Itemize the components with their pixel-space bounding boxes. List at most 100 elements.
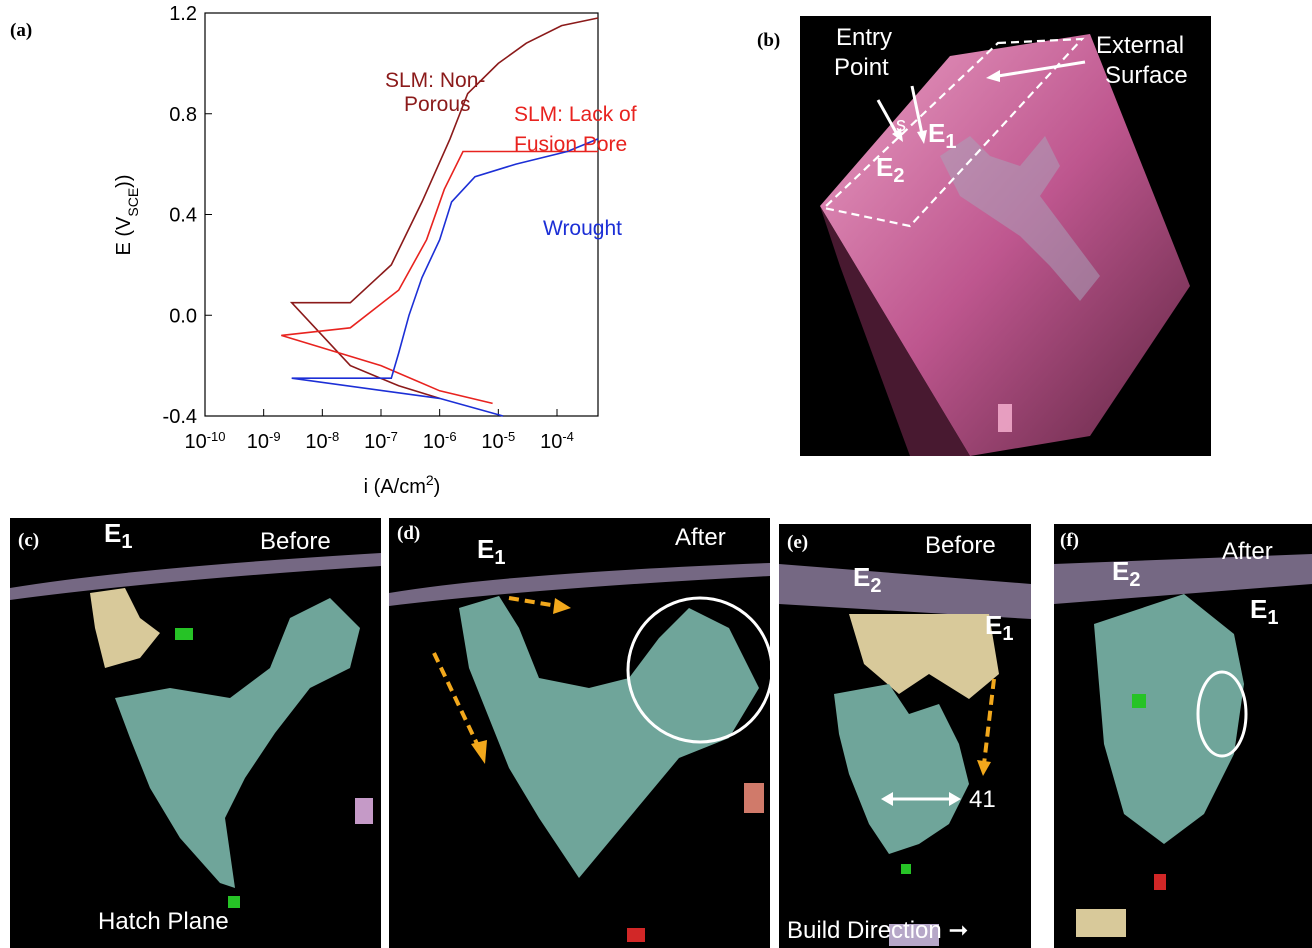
lavender-particle bbox=[889, 924, 939, 946]
specimen-shadow-side bbox=[820, 206, 970, 456]
y-tick-label: 0.4 bbox=[169, 205, 197, 227]
internal-pore bbox=[940, 136, 1100, 301]
series-line-0 bbox=[289, 17, 599, 400]
panel-label-a: (a) bbox=[10, 20, 33, 41]
e2-label: E2 bbox=[876, 152, 905, 188]
series-label-lof-2: Fusion Pore bbox=[514, 133, 627, 156]
small-pore bbox=[998, 404, 1012, 432]
entry-arrow-1 bbox=[876, 99, 899, 135]
micrograph-c-art bbox=[10, 553, 381, 908]
external-surface-outline bbox=[821, 37, 1085, 228]
green-particle-2 bbox=[228, 896, 240, 908]
surface-particles bbox=[389, 563, 770, 606]
series-label-lof-1: SLM: Lack of bbox=[514, 103, 637, 126]
d-e1-label: E1 bbox=[477, 534, 506, 570]
micrograph-d-art bbox=[389, 563, 770, 942]
series-line-1 bbox=[281, 150, 598, 405]
pore-render-3d: Entry Point External Surface s E1 E2 bbox=[800, 16, 1211, 456]
f-e2-label: E2 bbox=[1112, 556, 1141, 592]
render-svg bbox=[820, 34, 1190, 456]
panel-label-e: (e) bbox=[787, 532, 809, 553]
teal-pore bbox=[459, 596, 759, 878]
e-e2-label: E2 bbox=[853, 562, 882, 598]
micrograph-e: (e) E2 E1 Before 41 Build Direction ➞ bbox=[779, 524, 1031, 948]
tan-pore bbox=[90, 588, 160, 668]
micrograph-f-art bbox=[1054, 554, 1312, 937]
e1-label: E1 bbox=[928, 118, 957, 154]
entry-arrowhead-1 bbox=[892, 128, 903, 142]
e-width-label: 41 bbox=[969, 786, 996, 813]
entry-label-2: Point bbox=[834, 54, 889, 81]
surface-particles bbox=[1054, 554, 1312, 604]
entry-arrowhead-2 bbox=[917, 130, 927, 144]
pink-particle bbox=[355, 798, 373, 824]
x-tick-label: 10-10 bbox=[184, 429, 225, 454]
surface-particles bbox=[779, 564, 1031, 619]
x-tick-label: 10-9 bbox=[247, 429, 281, 454]
f-e1-label: E1 bbox=[1250, 594, 1279, 630]
orange-arrow-1 bbox=[432, 652, 481, 749]
highlight-circle bbox=[626, 596, 770, 744]
tick-group: -0.4 0.0 0.4 0.8 1.2 10-10 10-9 10-8 10-7 10-6 10-… bbox=[163, 5, 574, 453]
entry-arrow-2 bbox=[910, 85, 924, 135]
x-tick-label: 10-7 bbox=[364, 429, 398, 454]
green-particle bbox=[1132, 694, 1146, 708]
panel-label-c: (c) bbox=[18, 530, 40, 551]
polarization-chart: -0.4 0.0 0.4 0.8 1.2 10-10 10-9 10-8 10-7 10-6 10-… bbox=[113, 5, 637, 498]
x-tick-label: 10-6 bbox=[423, 429, 457, 454]
e-e1-label: E1 bbox=[985, 610, 1014, 646]
y-tick-label: 0.8 bbox=[169, 104, 197, 126]
width-arrowhead-right bbox=[949, 792, 961, 806]
salmon-particle bbox=[744, 783, 764, 813]
orange-arrow-2 bbox=[508, 596, 558, 608]
micrograph-d: (d) E1 After bbox=[389, 518, 770, 948]
y-tick-label: 0.0 bbox=[169, 305, 197, 327]
panel-label-f: (f) bbox=[1060, 530, 1079, 551]
orange-arrowhead-2 bbox=[553, 598, 571, 614]
series-label-wrought: Wrought bbox=[543, 217, 622, 240]
micrograph-e-art bbox=[779, 564, 1031, 946]
y-tick-label: -0.4 bbox=[163, 406, 197, 428]
x-axis-label: i (A/cm2) bbox=[364, 472, 441, 498]
series-line-2 bbox=[291, 138, 599, 417]
f-after-label: After bbox=[1222, 538, 1273, 565]
s-label: s bbox=[896, 114, 906, 136]
teal-pore bbox=[834, 684, 969, 854]
orange-arrow bbox=[982, 678, 996, 765]
series-label-non-porous-1: SLM: Non- bbox=[385, 69, 485, 92]
series-group bbox=[281, 17, 599, 417]
c-before-label: Before bbox=[260, 528, 331, 555]
external-arrowhead bbox=[986, 70, 1000, 82]
surface-particles bbox=[10, 553, 381, 600]
teal-pore bbox=[1094, 594, 1244, 844]
teal-pore bbox=[115, 598, 360, 888]
series-label-non-porous-2: Porous bbox=[404, 93, 471, 116]
highlight-ellipse bbox=[1196, 670, 1248, 758]
y-axis-label: E (VSCE)) bbox=[113, 174, 141, 255]
panel-label-d: (d) bbox=[397, 523, 421, 544]
micrograph-f: (f) E2 E1 After bbox=[1054, 524, 1312, 948]
tan-particle bbox=[1076, 909, 1126, 937]
green-particle bbox=[901, 864, 911, 874]
specimen-volume bbox=[820, 34, 1190, 456]
c-e1-label: E1 bbox=[104, 518, 133, 554]
orange-arrowhead-1 bbox=[471, 740, 487, 764]
external-arrow bbox=[997, 60, 1086, 78]
external-label-1: External bbox=[1096, 32, 1185, 59]
e-build-direction-label: Build Direction ➞ bbox=[787, 917, 969, 944]
green-particle bbox=[175, 628, 193, 640]
panel-label-b: (b) bbox=[757, 30, 781, 51]
e-before-label: Before bbox=[925, 532, 996, 559]
x-tick-label: 10-8 bbox=[305, 429, 339, 454]
entry-label-1: Entry bbox=[836, 24, 893, 51]
red-particle bbox=[627, 928, 645, 942]
y-tick-label: 1.2 bbox=[169, 5, 197, 25]
orange-arrowhead bbox=[977, 760, 991, 776]
x-tick-label: 10-4 bbox=[540, 429, 574, 454]
tan-pore bbox=[849, 614, 999, 699]
x-tick-label: 10-5 bbox=[481, 429, 515, 454]
width-arrowhead-left bbox=[881, 792, 893, 806]
micrograph-c: (c) E1 Before Hatch Plane bbox=[10, 518, 381, 948]
c-hatch-label: Hatch Plane bbox=[98, 908, 229, 935]
red-particle bbox=[1154, 874, 1166, 890]
